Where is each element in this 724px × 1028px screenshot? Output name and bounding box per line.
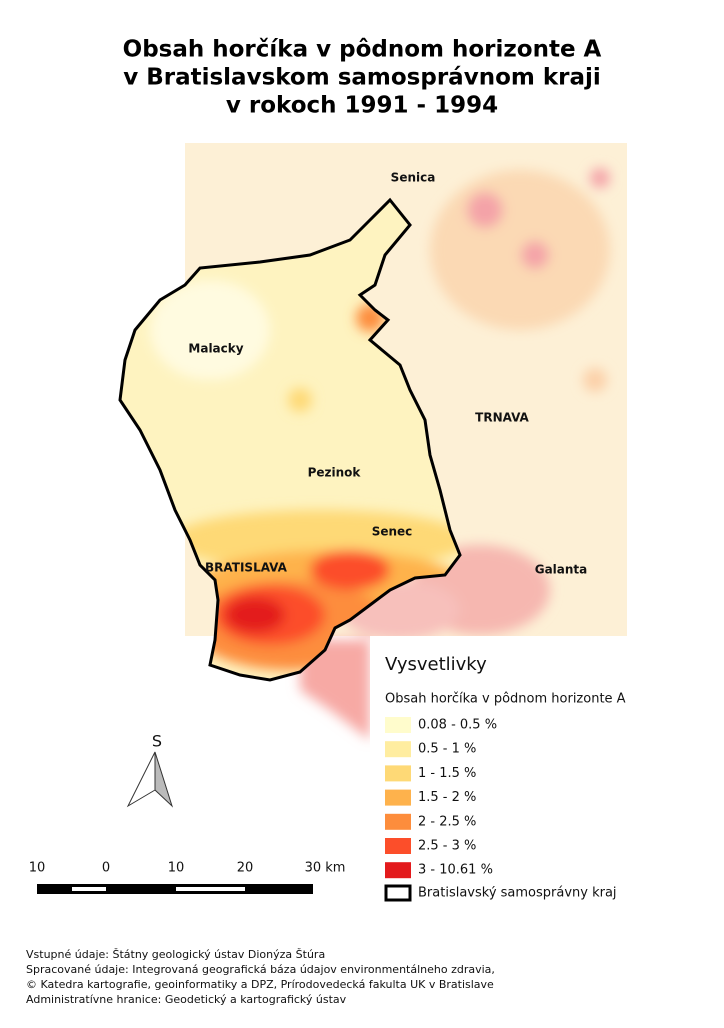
legend-swatch: [385, 862, 411, 879]
footer-line: Administratívne hranice: Geodetický a ka…: [26, 993, 347, 1006]
legend-label: 2 - 2.5 %: [418, 814, 476, 829]
place-label: Pezinok: [308, 466, 362, 480]
north-arrow: [126, 751, 174, 808]
scale-bar: [37, 884, 313, 894]
legend-label: Bratislavský samosprávny kraj: [418, 886, 617, 901]
legend-swatch: [385, 813, 411, 830]
place-label: Malacky: [188, 342, 243, 356]
title-line: v Bratislavskom samosprávnom kraji: [123, 65, 601, 91]
legend-label: 3 - 10.61 %: [418, 863, 493, 878]
legend-swatch: [385, 838, 411, 854]
title-line: Obsah horčíka v pôdnom horizonte A: [123, 37, 602, 63]
legend-title: Vysvetlivky: [385, 654, 487, 675]
legend-swatch: [385, 741, 411, 758]
footer-line: Spracované údaje: Integrovaná geografick…: [26, 963, 495, 976]
title-line: v rokoch 1991 - 1994: [226, 93, 498, 119]
scale-label: 0: [102, 861, 110, 876]
footer-line: © Katedra kartografie, geoinformatiky a …: [26, 978, 494, 991]
legend-label: 2.5 - 3 %: [418, 839, 476, 854]
place-label: BRATISLAVA: [205, 561, 288, 575]
legend-swatch: [384, 884, 412, 902]
legend-label: 1 - 1.5 %: [418, 766, 476, 781]
place-label: Senica: [391, 171, 436, 185]
north-label: S: [152, 732, 162, 751]
scale-label: 10: [168, 861, 185, 876]
footer-line: Vstupné údaje: Štátny geologický ústav D…: [26, 948, 325, 961]
place-label: Galanta: [535, 563, 588, 577]
scale-label: 20: [237, 861, 254, 876]
legend-label: 0.08 - 0.5 %: [418, 718, 497, 733]
place-label: Senec: [372, 525, 413, 539]
legend-label: 1.5 - 2 %: [418, 790, 476, 805]
scale-label: 30 km: [305, 861, 346, 876]
raster: [118, 143, 627, 740]
legend-subtitle: Obsah horčíka v pôdnom horizonte A: [385, 692, 626, 707]
region-boundary: [118, 197, 462, 682]
legend-label: 0.5 - 1 %: [418, 742, 476, 757]
scale-label: 10: [29, 861, 46, 876]
legend-swatch: [385, 789, 411, 806]
legend-swatch: [385, 717, 411, 733]
legend-box: [370, 636, 627, 914]
place-label: TRNAVA: [475, 411, 529, 425]
legend-swatch: [385, 765, 411, 782]
